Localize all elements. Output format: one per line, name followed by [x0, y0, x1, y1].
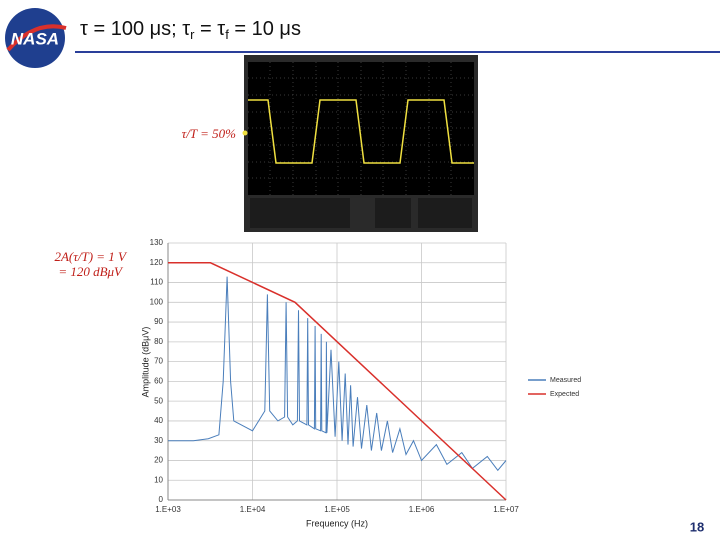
y-tick-label: 90 [154, 317, 163, 326]
oscilloscope [242, 55, 478, 232]
y-tick-label: 110 [150, 278, 163, 287]
series-line [168, 276, 507, 472]
y-tick-label: 0 [159, 495, 164, 504]
x-tick-label: 1.E+06 [409, 505, 435, 514]
scope-trace [248, 99, 474, 164]
title-text: = 10 μs [229, 18, 301, 40]
title-text: = τ [195, 18, 226, 40]
y-axis-label: Amplitude (dBμV) [140, 327, 150, 398]
logo [5, 8, 65, 68]
annotation: = 120 dBμV [58, 264, 124, 279]
y-tick-label: 10 [154, 475, 163, 484]
y-tick-label: 40 [154, 416, 163, 425]
logo-swoosh [6, 24, 67, 52]
y-tick-label: 120 [150, 258, 164, 267]
logo-text: NASA [11, 29, 59, 48]
y-tick-label: 20 [154, 456, 163, 465]
x-axis-label: Frequency (Hz) [306, 518, 368, 528]
title-subscript: r [190, 27, 195, 42]
legend-label: Expected [550, 391, 579, 398]
y-tick-label: 60 [154, 376, 163, 385]
scope-marker [242, 130, 248, 136]
x-tick-label: 1.E+07 [493, 505, 519, 514]
scope-label: τ/T = 50% [182, 126, 237, 141]
legend-label: Measured [550, 377, 581, 384]
x-tick-label: 1.E+05 [324, 505, 350, 514]
y-tick-label: 100 [150, 297, 164, 306]
y-tick-label: 130 [150, 238, 164, 247]
y-tick-label: 70 [154, 357, 163, 366]
y-tick-label: 50 [154, 396, 163, 405]
scope-panel [418, 198, 472, 228]
title-text: τ = 100 μs; τ [80, 18, 190, 40]
y-tick-label: 80 [154, 337, 163, 346]
page-number: 18 [690, 519, 704, 534]
scope-panel [375, 198, 411, 228]
series-line [168, 262, 507, 501]
x-tick-label: 1.E+03 [155, 505, 181, 514]
annotation: 2A(τ/T) = 1 V [54, 249, 128, 264]
title-subscript: f [225, 27, 229, 42]
chart-area [140, 234, 592, 540]
y-tick-label: 30 [154, 436, 163, 445]
slide-title: τ = 100 μs; τr = τf = 10 μs [80, 18, 301, 42]
x-tick-label: 1.E+04 [240, 505, 266, 514]
scope-panel [250, 198, 350, 228]
